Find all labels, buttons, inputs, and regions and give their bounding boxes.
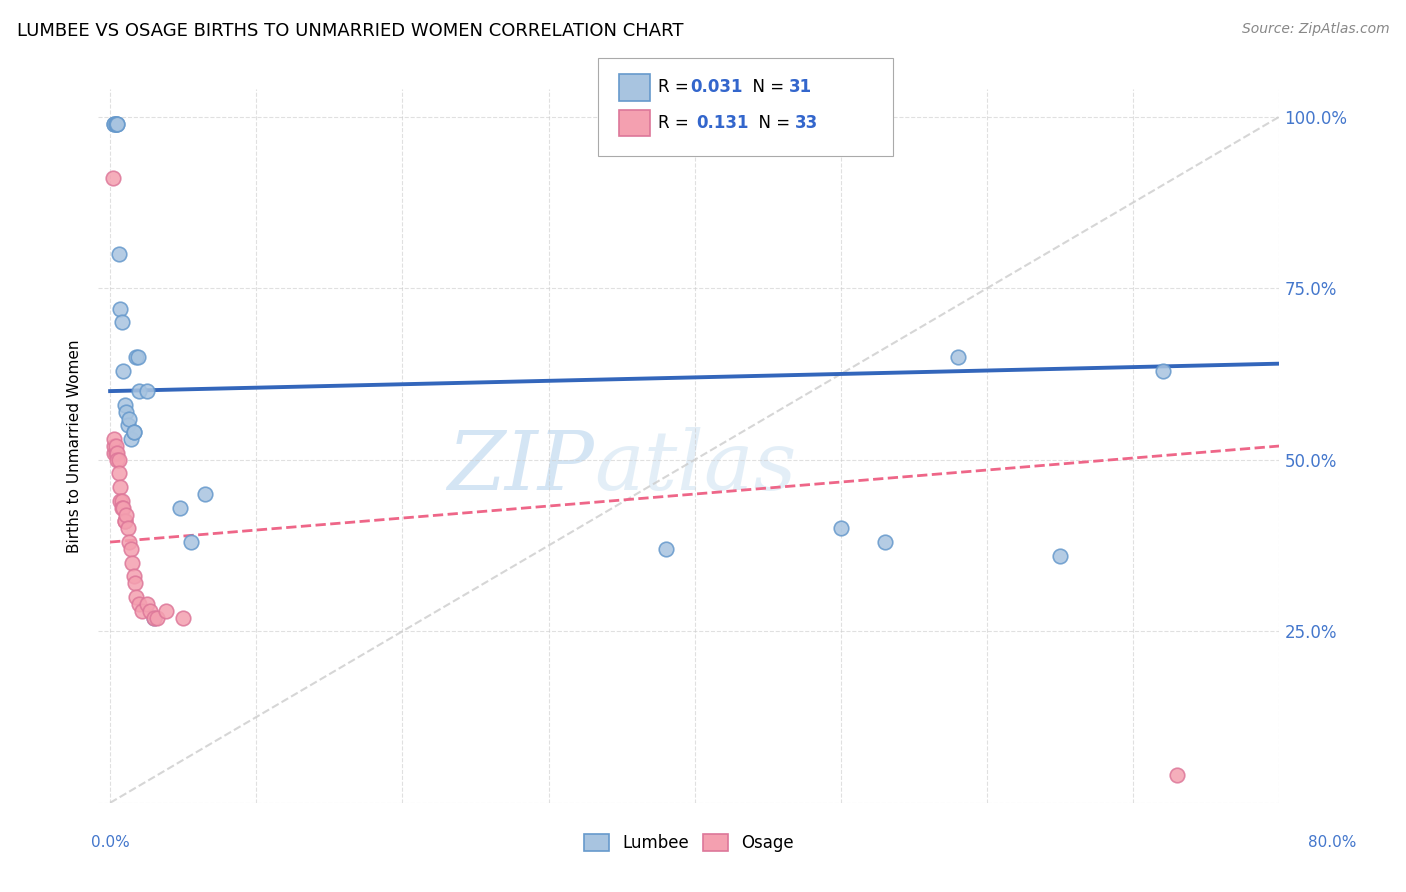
Point — [117, 521, 139, 535]
Point — [117, 418, 139, 433]
Point — [135, 384, 157, 398]
Point — [122, 425, 145, 440]
Point — [830, 521, 852, 535]
Point — [108, 452, 131, 467]
Point — [103, 116, 125, 130]
Point — [654, 541, 676, 556]
Point — [155, 604, 177, 618]
Point — [111, 494, 134, 508]
Text: 31: 31 — [789, 78, 811, 96]
Point — [114, 515, 136, 529]
Point — [110, 494, 132, 508]
Point — [125, 590, 148, 604]
Point — [108, 467, 131, 481]
Text: 33: 33 — [794, 114, 818, 132]
Text: atlas: atlas — [595, 427, 797, 508]
Point — [103, 439, 125, 453]
Point — [138, 604, 160, 618]
Point — [1166, 768, 1188, 782]
Point — [1049, 549, 1071, 563]
Point — [103, 116, 125, 130]
Point — [104, 116, 127, 130]
Point — [135, 597, 157, 611]
Text: LUMBEE VS OSAGE BIRTHS TO UNMARRIED WOMEN CORRELATION CHART: LUMBEE VS OSAGE BIRTHS TO UNMARRIED WOME… — [17, 22, 683, 40]
Point — [114, 515, 136, 529]
Point — [127, 350, 149, 364]
Point — [110, 301, 132, 316]
Point — [194, 487, 217, 501]
Point — [873, 535, 896, 549]
Point — [143, 610, 166, 624]
Point — [118, 535, 141, 549]
Point — [120, 541, 142, 556]
Point — [128, 597, 150, 611]
Point — [125, 350, 148, 364]
Point — [114, 398, 136, 412]
Point — [104, 439, 127, 453]
Text: 80.0%: 80.0% — [1309, 836, 1357, 850]
Y-axis label: Births to Unmarried Women: Births to Unmarried Women — [67, 339, 83, 553]
Point — [108, 247, 131, 261]
Point — [103, 446, 125, 460]
Point — [169, 500, 191, 515]
Point — [120, 432, 142, 446]
Point — [179, 535, 201, 549]
Point — [104, 116, 127, 130]
Point — [112, 363, 135, 377]
Legend: Lumbee, Osage: Lumbee, Osage — [578, 827, 800, 859]
Point — [111, 500, 134, 515]
Point — [110, 480, 132, 494]
Point — [115, 405, 138, 419]
Text: R =: R = — [658, 114, 699, 132]
Text: 0.031: 0.031 — [690, 78, 742, 96]
Point — [124, 576, 146, 591]
Text: N =: N = — [748, 114, 796, 132]
Text: 0.0%: 0.0% — [91, 836, 131, 850]
Point — [111, 316, 134, 330]
Point — [103, 432, 125, 446]
Point — [115, 508, 138, 522]
Point — [107, 446, 129, 460]
Text: 0.131: 0.131 — [696, 114, 748, 132]
Text: ZIP: ZIP — [447, 427, 595, 508]
Point — [101, 171, 124, 186]
Point — [122, 425, 145, 440]
Point — [146, 610, 169, 624]
Text: R =: R = — [658, 78, 695, 96]
Point — [131, 604, 153, 618]
Text: N =: N = — [742, 78, 790, 96]
Point — [107, 116, 129, 130]
Text: Source: ZipAtlas.com: Source: ZipAtlas.com — [1241, 22, 1389, 37]
Point — [143, 610, 166, 624]
Point — [107, 452, 129, 467]
Point — [128, 384, 150, 398]
Point — [1152, 363, 1174, 377]
Point — [172, 610, 194, 624]
Point — [104, 446, 127, 460]
Point — [118, 411, 141, 425]
Point — [121, 556, 143, 570]
Point — [112, 500, 135, 515]
Point — [122, 569, 145, 583]
Point — [946, 350, 969, 364]
Point — [107, 116, 129, 130]
